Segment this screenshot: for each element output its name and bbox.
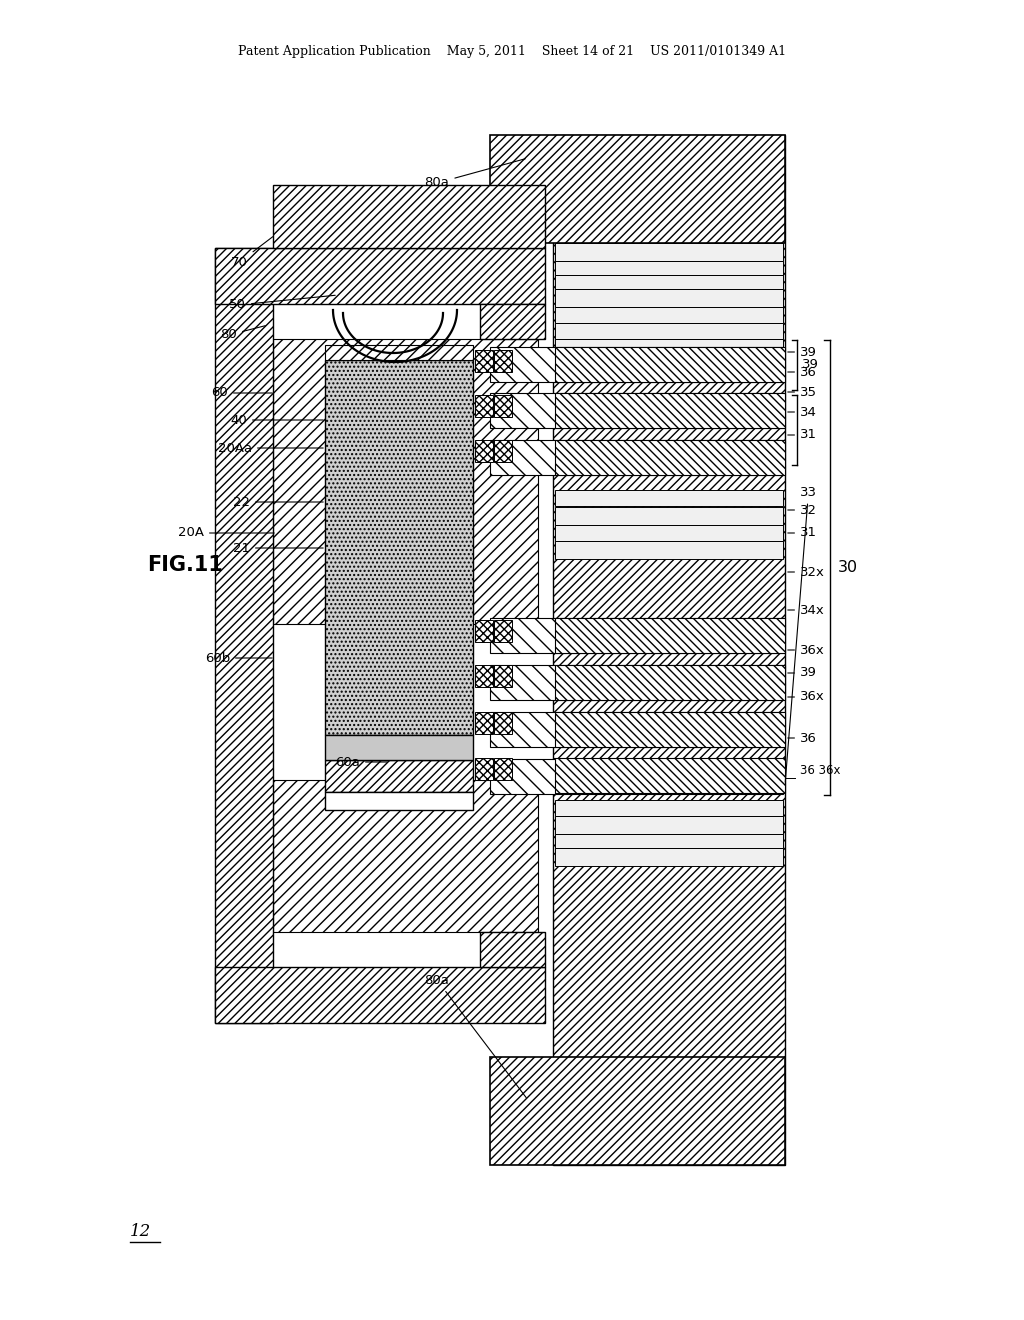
Bar <box>555 347 783 381</box>
Bar <box>553 347 785 381</box>
Bar <box>480 304 545 339</box>
Bar <box>494 395 512 417</box>
Bar <box>325 345 473 360</box>
Bar <box>475 758 493 780</box>
Bar <box>494 440 512 462</box>
Text: 50: 50 <box>229 296 335 312</box>
Bar <box>490 711 555 747</box>
Text: 80a: 80a <box>425 974 526 1098</box>
Bar <box>215 248 545 304</box>
Text: 40: 40 <box>230 413 324 426</box>
Bar <box>215 248 273 1023</box>
Text: 39: 39 <box>787 667 817 680</box>
Bar <box>555 665 783 700</box>
Bar <box>325 792 473 810</box>
Bar <box>553 393 785 428</box>
Bar <box>555 711 783 747</box>
Text: 70: 70 <box>231 236 272 268</box>
Bar <box>215 968 545 1023</box>
Bar <box>475 350 493 372</box>
Bar <box>273 339 538 624</box>
Bar <box>273 780 538 932</box>
Text: 22: 22 <box>233 495 324 508</box>
Bar <box>475 665 493 686</box>
Text: 39: 39 <box>787 346 817 359</box>
Bar <box>555 490 783 506</box>
Bar <box>494 711 512 734</box>
Bar <box>555 759 783 795</box>
Text: 31: 31 <box>787 527 817 540</box>
Bar <box>490 440 555 475</box>
Bar <box>555 275 783 289</box>
Bar <box>490 135 785 243</box>
Text: 33: 33 <box>785 486 817 783</box>
Bar <box>494 758 512 780</box>
Bar <box>553 665 785 700</box>
Text: 34: 34 <box>787 405 817 418</box>
Text: 12: 12 <box>130 1224 152 1241</box>
Bar <box>325 735 473 760</box>
Bar <box>553 711 785 747</box>
Text: 36: 36 <box>787 731 817 744</box>
Bar <box>555 847 783 866</box>
Bar <box>490 1057 785 1166</box>
Bar <box>480 932 545 968</box>
Bar <box>475 711 493 734</box>
Bar <box>555 261 783 275</box>
Text: 60: 60 <box>211 387 272 400</box>
Bar <box>494 620 512 642</box>
Bar <box>494 350 512 372</box>
Text: 36: 36 <box>787 366 817 379</box>
Bar <box>553 758 785 793</box>
Bar <box>555 525 783 541</box>
Bar <box>555 243 783 261</box>
Bar <box>553 135 785 1166</box>
Text: FIG.11: FIG.11 <box>147 554 223 576</box>
Bar <box>555 308 783 323</box>
Text: 31: 31 <box>787 429 817 441</box>
Text: 21: 21 <box>233 541 324 554</box>
Bar <box>555 507 783 525</box>
Text: 36x: 36x <box>787 690 824 704</box>
Text: 32: 32 <box>787 503 817 516</box>
Bar <box>273 185 545 248</box>
Bar <box>553 618 785 653</box>
Bar <box>490 618 555 653</box>
Text: 20A: 20A <box>178 527 274 540</box>
Text: 36 36x: 36 36x <box>800 763 841 776</box>
Text: 30: 30 <box>838 560 858 576</box>
Bar <box>490 665 555 700</box>
Bar <box>325 760 473 792</box>
Bar <box>490 759 555 795</box>
Bar <box>555 323 783 339</box>
Bar <box>494 665 512 686</box>
Bar <box>555 289 783 308</box>
Text: 20Aa: 20Aa <box>218 441 324 454</box>
Bar <box>555 834 783 847</box>
Bar <box>490 347 555 381</box>
Text: Patent Application Publication    May 5, 2011    Sheet 14 of 21    US 2011/01013: Patent Application Publication May 5, 20… <box>238 45 786 58</box>
Text: 60b: 60b <box>205 652 272 664</box>
Text: 39: 39 <box>802 359 819 371</box>
Text: 80a: 80a <box>425 158 525 190</box>
Text: 60a: 60a <box>335 755 387 768</box>
Bar <box>555 800 783 816</box>
Text: 34x: 34x <box>787 603 824 616</box>
Bar <box>553 440 785 475</box>
Bar <box>475 395 493 417</box>
Bar <box>555 393 783 428</box>
Text: 80: 80 <box>220 326 265 342</box>
Bar <box>555 339 783 356</box>
Bar <box>555 816 783 834</box>
Bar <box>555 541 783 558</box>
Text: 35: 35 <box>787 385 817 399</box>
Text: 36x: 36x <box>787 644 824 656</box>
Bar <box>555 618 783 653</box>
Text: 32x: 32x <box>787 565 825 578</box>
Bar <box>475 440 493 462</box>
Bar <box>555 440 783 475</box>
Bar <box>325 360 473 735</box>
Bar <box>490 393 555 428</box>
Bar <box>475 620 493 642</box>
